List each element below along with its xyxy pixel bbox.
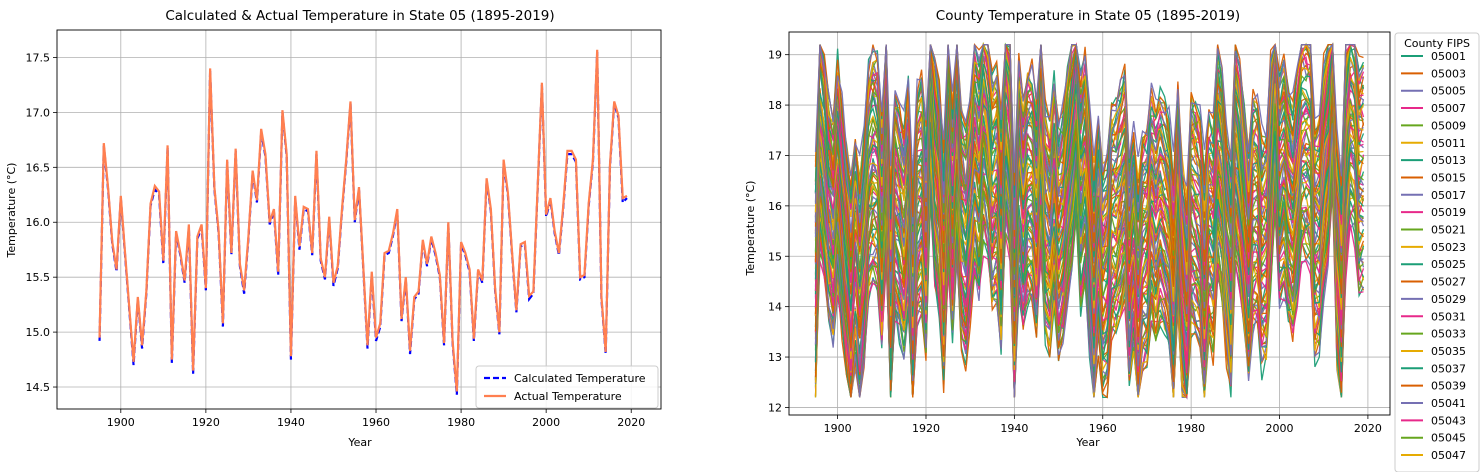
chart-county-temperature: County Temperature in State 05 (1895-201… [744,8,1480,472]
legend-label-county: 05043 [1431,414,1466,427]
chart2-tick-label-x: 2000 [1266,422,1294,435]
county-series-line [814,42,1364,218]
chart1-tick-label-x: 1940 [277,416,305,429]
legend-label-county: 05027 [1431,276,1466,289]
chart2-tick-label-x: 1900 [824,422,852,435]
chart2-xlabel: Year [1075,436,1100,449]
chart1-tick-label-x: 1960 [362,416,390,429]
legend-label-county: 05013 [1431,154,1466,167]
legend-label-county: 05045 [1431,432,1466,445]
legend-label-county: 05011 [1431,137,1466,150]
chart2-tick-label-y: 14 [768,301,782,314]
chart2-tick-label-x: 1920 [912,422,940,435]
chart2-tick-label-x: 1940 [1000,422,1028,435]
series-line-calculated-temperature [98,51,628,395]
legend-label-county: 05025 [1431,258,1466,271]
chart1-tick-label-y: 17.0 [26,106,51,119]
legend-label-county: 05039 [1431,380,1466,393]
legend-label-county: 05007 [1431,102,1466,115]
chart1-tick-label-x: 1980 [447,416,475,429]
legend-label-county: 05009 [1431,119,1466,132]
legend-label-county: 05019 [1431,206,1466,219]
legend-label-county: 05033 [1431,328,1466,341]
legend-label-county: 05001 [1431,50,1466,63]
legend-label-actual: Actual Temperature [514,390,622,403]
chart1-legend: Calculated Temperature Actual Temperatur… [475,365,659,409]
chart1-tick-label-y: 15.0 [26,326,51,339]
legend-label-county: 05041 [1431,397,1466,410]
chart2-tick-label-y: 13 [768,351,782,364]
chart2-tick-label-x: 2020 [1354,422,1382,435]
chart1-tick-label-y: 17.5 [26,51,51,64]
legend-label-county: 05037 [1431,362,1466,375]
chart2-plot-frame [788,31,1391,416]
chart2-ylabel: Temperature (°C) [744,181,757,277]
series-line-actual-temperature [98,49,628,392]
legend-label-county: 05029 [1431,293,1466,306]
chart1-tick-label-x: 2000 [532,416,560,429]
legend-label-county: 05015 [1431,171,1466,184]
legend-label-county: 05003 [1431,67,1466,80]
chart2-tick-label-y: 16 [768,200,782,213]
chart1-tick-label-x: 1920 [192,416,220,429]
chart1-xlabel: Year [347,436,372,449]
chart2-tick-label-y: 15 [768,250,782,263]
chart2-tick-label-y: 17 [768,149,782,162]
chart1-tick-label-y: 14.5 [26,381,51,394]
chart1-ylabel: Temperature (°C) [5,163,18,259]
chart1-tick-label-y: 16.5 [26,161,51,174]
chart2-title: County Temperature in State 05 (1895-201… [936,8,1240,24]
chart1-plot-frame [56,29,662,410]
chart2-tick-label-x: 1980 [1177,422,1205,435]
legend-title-county-fips: County FIPS [1404,37,1470,50]
legend-label-county: 05021 [1431,224,1466,237]
legend-label-county: 05047 [1431,449,1466,462]
legend-label-county: 05031 [1431,310,1466,323]
legend-label-calculated: Calculated Temperature [514,372,646,385]
chart1-title: Calculated & Actual Temperature in State… [165,8,554,24]
chart1-tick-label-x: 2020 [617,416,645,429]
legend-label-county: 05023 [1431,241,1466,254]
chart2-legend: County FIPS 05001 05003 05005 05007 05009 050… [1394,32,1480,472]
chart2-tick-label-y: 18 [768,99,782,112]
legend-label-county: 05017 [1431,189,1466,202]
chart2-tick-label-x: 1960 [1089,422,1117,435]
legend-label-county: 05005 [1431,85,1466,98]
chart2-tick-label-y: 12 [768,401,782,414]
chart2-tick-label-y: 19 [768,49,782,62]
chart1-tick-label-x: 1900 [107,416,135,429]
chart-calculated-vs-actual: Calculated & Actual Temperature in State… [5,8,662,449]
county-series-line [814,42,1365,187]
chart1-tick-label-y: 15.5 [26,271,51,284]
chart1-tick-label-y: 16.0 [26,216,51,229]
legend-label-county: 05035 [1431,345,1466,358]
